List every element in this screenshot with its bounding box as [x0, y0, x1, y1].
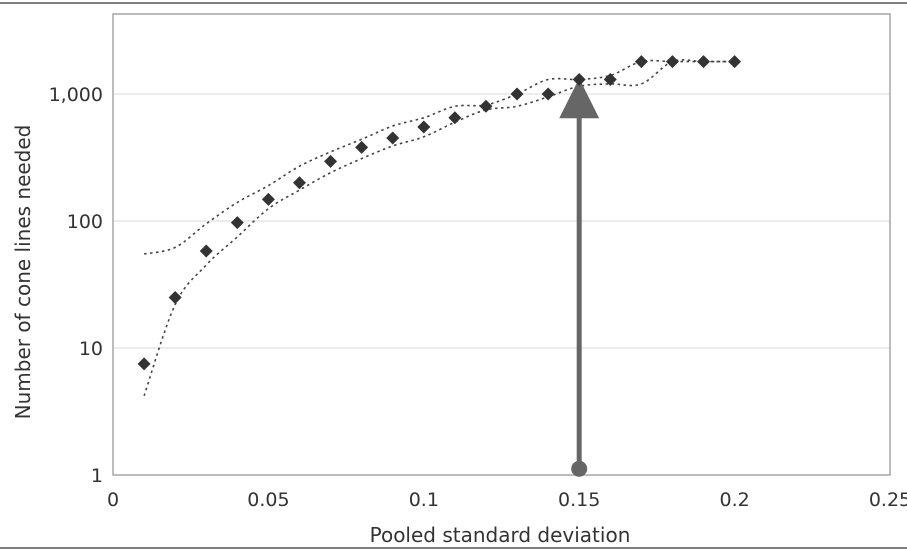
arrow-origin-dot [571, 460, 588, 477]
y-tick-label: 1 [91, 465, 103, 487]
data-point [603, 73, 617, 87]
data-point [199, 244, 213, 258]
x-tick-label: 0.05 [247, 489, 289, 511]
x-axis-label: Pooled standard deviation [370, 523, 631, 547]
plot-frame [112, 13, 891, 476]
data-point [355, 140, 369, 154]
data-point [230, 216, 244, 230]
arrow-annotation [559, 78, 600, 477]
upper-bound-line [143, 59, 735, 255]
grid [113, 93, 890, 349]
data-point [448, 111, 462, 125]
y-tick-label: 1,000 [49, 84, 103, 106]
confidence-bounds [143, 59, 735, 397]
data-point [572, 73, 586, 87]
data-point [510, 87, 524, 101]
data-point [541, 87, 555, 101]
x-tick-label: 0.1 [409, 489, 439, 511]
data-point [634, 55, 648, 69]
data-point [386, 131, 400, 145]
x-tick-label: 0.15 [558, 489, 600, 511]
y-tick-label: 10 [79, 338, 103, 360]
y-tick-label: 100 [67, 211, 103, 233]
data-point [697, 55, 711, 69]
x-tick-label: 0 [107, 489, 119, 511]
data-point [261, 192, 275, 206]
data-points [137, 55, 742, 371]
data-point [324, 154, 338, 168]
x-axis-ticks: 0 0.05 0.1 0.15 0.2 0.25 [107, 489, 907, 511]
x-tick-label: 0.2 [719, 489, 749, 511]
y-axis-ticks: 1 10 100 1,000 [49, 84, 103, 487]
lower-bound-line [143, 59, 735, 397]
data-point [168, 290, 182, 304]
y-axis-label: Number of cone lines needed [11, 125, 35, 420]
data-point [137, 357, 151, 371]
data-point [665, 55, 679, 69]
data-point [292, 176, 306, 190]
data-point [728, 55, 742, 69]
x-tick-label: 0.25 [869, 489, 907, 511]
data-point [479, 99, 493, 113]
data-point [417, 120, 431, 134]
